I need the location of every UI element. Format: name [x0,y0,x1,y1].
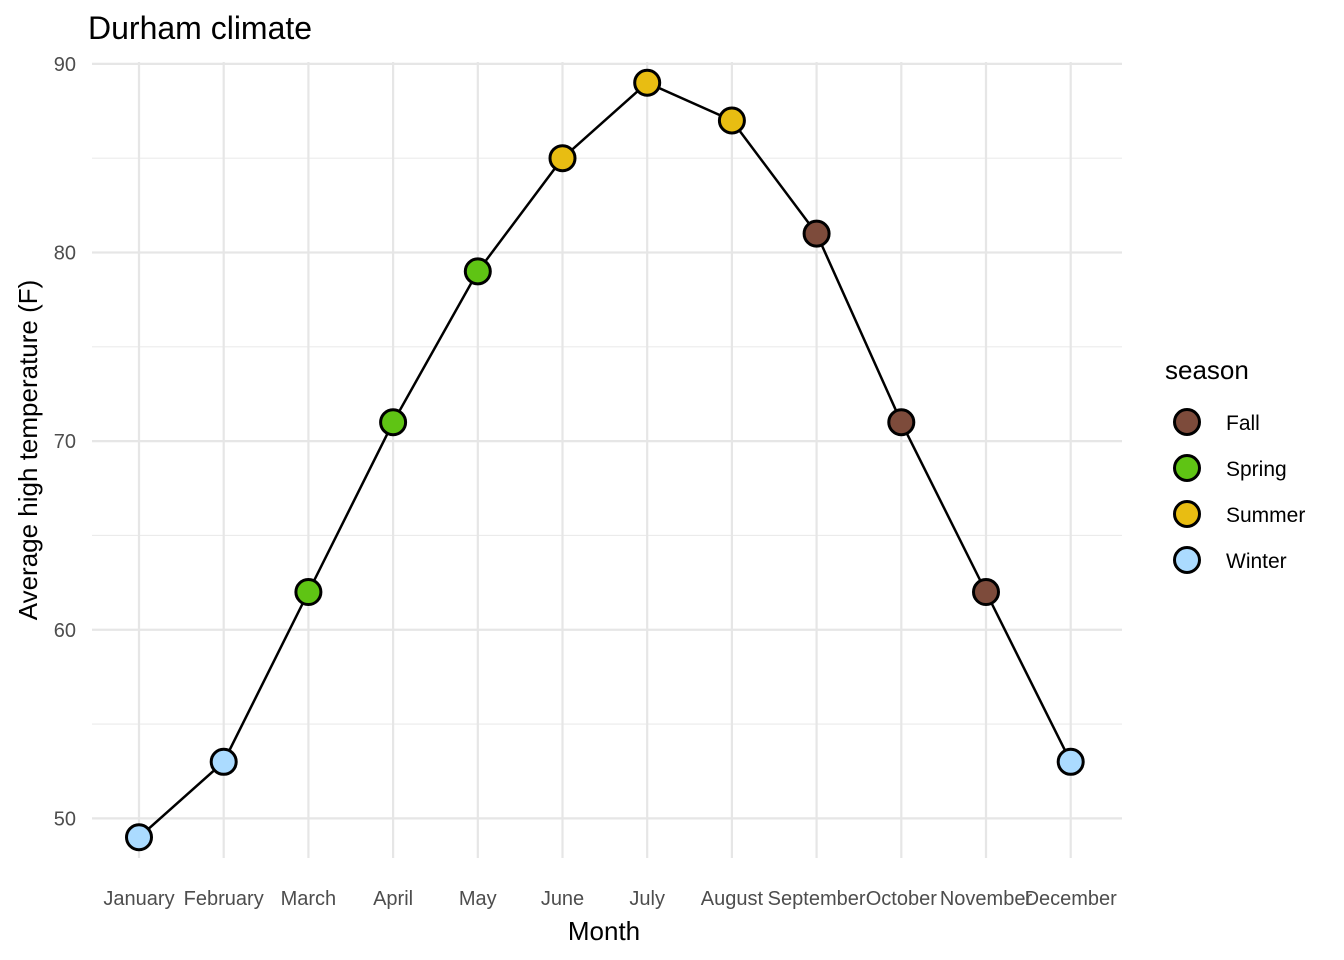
data-points [125,68,1085,852]
y-axis-title: Average high temperature (F) [13,280,43,621]
y-axis-ticks: 50 60 70 80 90 [54,54,76,831]
x-tick-label: February [184,888,264,910]
data-point [802,219,831,248]
series-line [138,81,1072,839]
legend-key [1173,546,1201,574]
y-tick-label: 60 [54,620,76,642]
x-axis-title: Month [568,916,640,946]
data-point [887,408,916,437]
legend: season Fall Spring Summer Winter [1165,355,1305,574]
y-tick-label: 70 [54,431,76,453]
y-tick-label: 90 [54,54,76,76]
data-point [463,257,492,286]
x-tick-label: September [768,888,866,910]
legend-label: Spring [1226,458,1287,481]
data-point [209,747,238,776]
x-tick-label: October [866,888,937,910]
legend-key [1173,454,1201,482]
data-point [633,68,662,97]
data-point [972,578,1000,607]
chart-title: Durham climate [88,10,312,46]
data-point [294,578,323,607]
data-point [717,106,746,135]
legend-label: Summer [1226,504,1305,527]
x-axis-ticks: January February March April May June July Augu… [103,888,1117,910]
grid [92,62,1122,858]
x-tick-label: March [281,888,337,910]
x-tick-label: December [1025,888,1118,910]
x-tick-label: June [541,888,584,910]
legend-title: season [1165,355,1249,385]
legend-key [1173,500,1201,528]
data-point [125,823,153,852]
y-tick-label: 50 [54,808,76,830]
legend-key [1173,408,1201,436]
x-tick-label: July [629,888,665,910]
x-tick-label: January [103,888,174,910]
x-tick-label: August [701,888,764,910]
data-point [548,144,577,173]
y-tick-label: 80 [54,243,76,265]
x-tick-label: November [940,888,1033,910]
data-point [1056,747,1085,776]
x-tick-label: May [459,888,497,910]
legend-label: Fall [1226,412,1260,435]
data-point [379,408,408,437]
x-tick-label: April [373,888,413,910]
legend-label: Winter [1226,550,1287,573]
